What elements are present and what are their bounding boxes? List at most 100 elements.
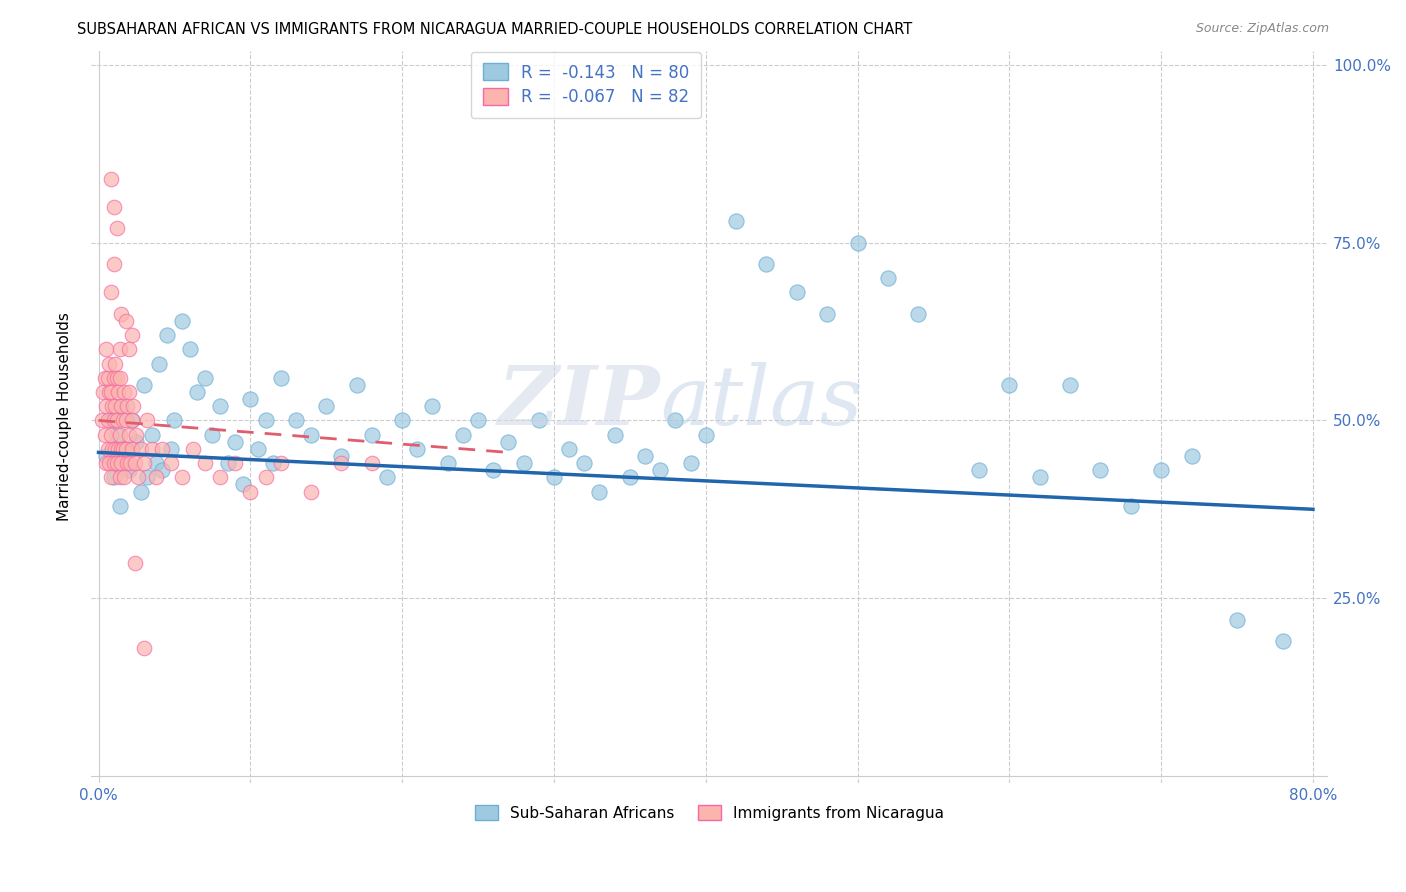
Point bbox=[619, 470, 641, 484]
Text: atlas: atlas bbox=[659, 362, 862, 442]
Point bbox=[148, 357, 170, 371]
Point bbox=[122, 399, 145, 413]
Point bbox=[129, 484, 152, 499]
Point bbox=[315, 399, 337, 413]
Point bbox=[110, 399, 132, 413]
Point bbox=[100, 285, 122, 300]
Point bbox=[125, 427, 148, 442]
Point bbox=[103, 456, 125, 470]
Point bbox=[132, 456, 155, 470]
Point bbox=[1180, 449, 1202, 463]
Point bbox=[163, 413, 186, 427]
Point bbox=[254, 413, 277, 427]
Point bbox=[201, 427, 224, 442]
Point bbox=[262, 456, 284, 470]
Point bbox=[94, 399, 117, 413]
Point bbox=[1226, 613, 1249, 627]
Point bbox=[136, 470, 159, 484]
Point bbox=[406, 442, 429, 456]
Point bbox=[103, 257, 125, 271]
Point bbox=[815, 307, 838, 321]
Point bbox=[650, 463, 672, 477]
Point bbox=[1271, 633, 1294, 648]
Point bbox=[111, 442, 134, 456]
Point bbox=[217, 456, 239, 470]
Point bbox=[115, 413, 138, 427]
Point bbox=[108, 470, 131, 484]
Point bbox=[224, 434, 246, 449]
Point bbox=[121, 442, 143, 456]
Point bbox=[115, 314, 138, 328]
Point bbox=[186, 384, 208, 399]
Point bbox=[124, 556, 146, 570]
Point bbox=[695, 427, 717, 442]
Point bbox=[179, 343, 201, 357]
Point bbox=[1150, 463, 1173, 477]
Point bbox=[97, 370, 120, 384]
Point bbox=[100, 427, 122, 442]
Point bbox=[97, 413, 120, 427]
Point bbox=[117, 456, 139, 470]
Point bbox=[467, 413, 489, 427]
Point bbox=[1028, 470, 1050, 484]
Point bbox=[170, 470, 193, 484]
Point bbox=[118, 384, 141, 399]
Point bbox=[120, 456, 142, 470]
Point bbox=[115, 442, 138, 456]
Point bbox=[110, 307, 132, 321]
Point bbox=[170, 314, 193, 328]
Point bbox=[108, 343, 131, 357]
Text: Source: ZipAtlas.com: Source: ZipAtlas.com bbox=[1195, 22, 1329, 36]
Point bbox=[107, 384, 129, 399]
Point bbox=[299, 427, 322, 442]
Point bbox=[100, 171, 122, 186]
Point bbox=[104, 399, 127, 413]
Point bbox=[145, 456, 167, 470]
Point bbox=[100, 384, 122, 399]
Point bbox=[422, 399, 444, 413]
Point bbox=[94, 456, 117, 470]
Point bbox=[239, 484, 262, 499]
Point bbox=[108, 370, 131, 384]
Point bbox=[270, 456, 292, 470]
Point bbox=[498, 434, 520, 449]
Point bbox=[104, 357, 127, 371]
Point bbox=[160, 442, 183, 456]
Point bbox=[141, 427, 163, 442]
Point bbox=[132, 377, 155, 392]
Point bbox=[105, 413, 128, 427]
Point bbox=[118, 427, 141, 442]
Point bbox=[482, 463, 505, 477]
Point bbox=[145, 470, 167, 484]
Point bbox=[181, 442, 204, 456]
Point bbox=[98, 456, 121, 470]
Point bbox=[208, 399, 231, 413]
Point bbox=[725, 214, 748, 228]
Point bbox=[136, 413, 159, 427]
Point bbox=[907, 307, 929, 321]
Point bbox=[679, 456, 702, 470]
Point bbox=[1059, 377, 1081, 392]
Point bbox=[451, 427, 474, 442]
Point bbox=[103, 413, 125, 427]
Point bbox=[330, 449, 353, 463]
Point bbox=[124, 456, 146, 470]
Point bbox=[194, 456, 217, 470]
Point bbox=[254, 470, 277, 484]
Point bbox=[103, 200, 125, 214]
Point bbox=[110, 399, 132, 413]
Point bbox=[755, 257, 778, 271]
Point bbox=[98, 357, 121, 371]
Point bbox=[1090, 463, 1112, 477]
Point bbox=[998, 377, 1021, 392]
Point bbox=[112, 470, 135, 484]
Point bbox=[101, 442, 124, 456]
Point bbox=[375, 470, 398, 484]
Point bbox=[111, 413, 134, 427]
Point bbox=[112, 384, 135, 399]
Y-axis label: Married-couple Households: Married-couple Households bbox=[58, 312, 72, 521]
Point bbox=[436, 456, 458, 470]
Point bbox=[125, 434, 148, 449]
Point bbox=[107, 442, 129, 456]
Point bbox=[115, 442, 138, 456]
